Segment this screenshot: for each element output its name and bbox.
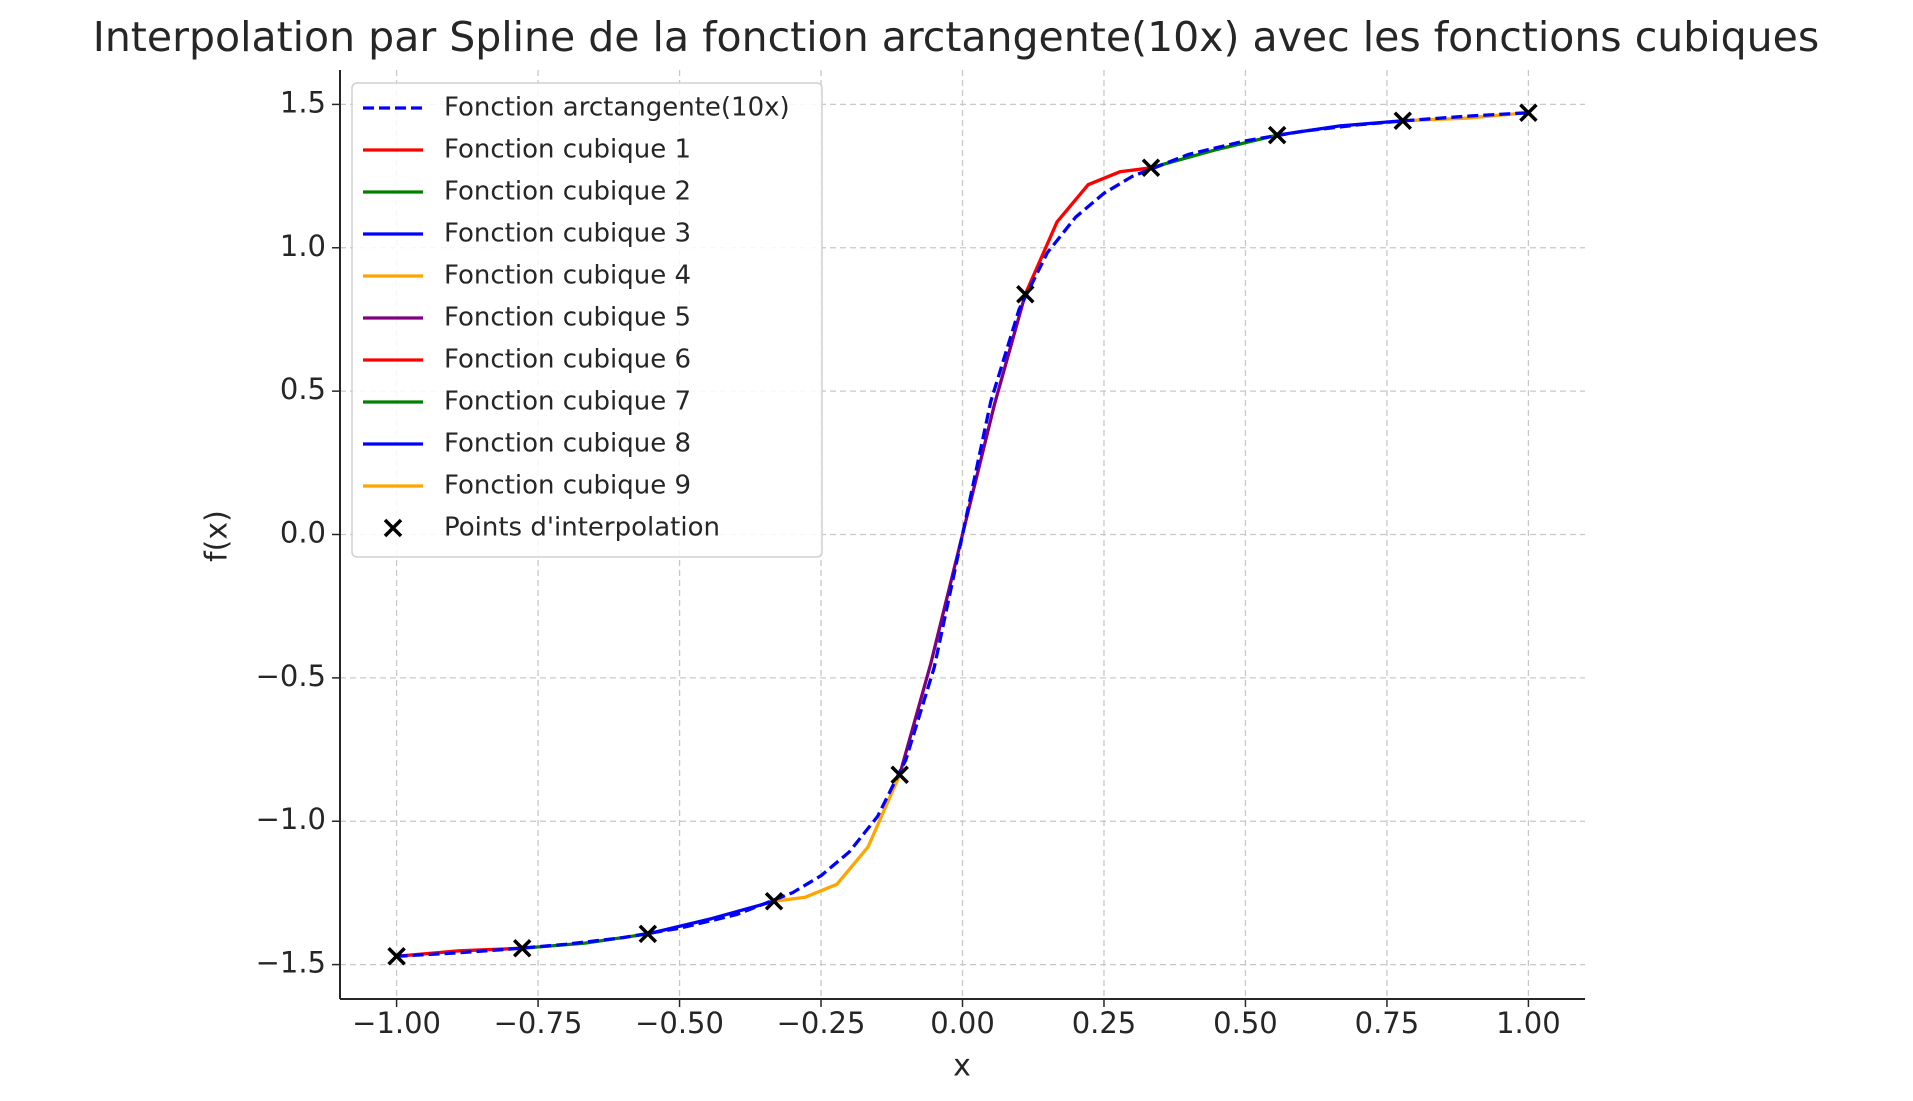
legend-box xyxy=(351,82,823,558)
y-tick-label: 1.0 xyxy=(280,229,326,263)
legend-label: Fonction cubique 8 xyxy=(444,429,691,459)
reference-curve xyxy=(396,111,1529,958)
x-tick-label: 1.00 xyxy=(1496,1006,1561,1040)
legend-swatch xyxy=(383,518,403,538)
legend-label: Fonction cubique 6 xyxy=(444,345,691,375)
interpolation-point xyxy=(764,891,784,911)
y-tick-label: 0.5 xyxy=(280,372,326,406)
chart-title: Interpolation par Spline de la fonction … xyxy=(93,13,1820,61)
x-tick-label: 0.50 xyxy=(1213,1006,1278,1040)
legend-label: Fonction cubique 1 xyxy=(444,135,691,165)
interpolation-point xyxy=(638,924,658,944)
legend-label: Fonction cubique 3 xyxy=(444,219,691,249)
interpolation-point xyxy=(1141,158,1161,178)
spline-segment xyxy=(898,293,1027,776)
x-tick-label: 0.00 xyxy=(930,1006,995,1040)
x-tick-label: −0.25 xyxy=(777,1006,866,1040)
interpolation-point xyxy=(1267,125,1287,145)
interpolation-point xyxy=(512,939,532,958)
x-tick-label: 0.25 xyxy=(1072,1006,1137,1040)
legend-label: Points d'interpolation xyxy=(444,513,720,543)
spline-segment xyxy=(773,774,902,903)
y-axis-label: f(x) xyxy=(200,510,235,562)
legend-label: Fonction cubique 9 xyxy=(444,471,691,501)
y-tick-label: 1.5 xyxy=(280,85,326,119)
x-axis-label: x xyxy=(953,1049,971,1084)
interpolation-point xyxy=(1519,103,1538,122)
x-tick-label: −1.00 xyxy=(352,1006,441,1040)
legend-label: Fonction cubique 4 xyxy=(444,261,691,291)
interpolation-point xyxy=(1393,111,1413,130)
y-tick-label: −0.5 xyxy=(256,659,326,693)
interpolation-point xyxy=(1016,284,1035,304)
legend-label: Fonction cubique 5 xyxy=(444,303,691,333)
interpolation-point xyxy=(890,765,909,785)
legend-label: Fonction cubique 7 xyxy=(444,387,691,417)
legend-label: Fonction arctangente(10x) xyxy=(444,93,790,123)
y-tick-label: −1.5 xyxy=(256,946,326,980)
y-tick-label: 0.0 xyxy=(280,516,326,550)
legend-label: Fonction cubique 2 xyxy=(444,177,691,207)
x-tick-label: 0.75 xyxy=(1355,1006,1420,1040)
spline-segment xyxy=(1023,166,1152,295)
interpolation-point xyxy=(387,947,406,966)
x-tick-label: −0.50 xyxy=(635,1006,724,1040)
x-tick-label: −0.75 xyxy=(494,1006,583,1040)
spline-segment xyxy=(647,899,775,936)
y-tick-label: −1.0 xyxy=(256,802,326,836)
